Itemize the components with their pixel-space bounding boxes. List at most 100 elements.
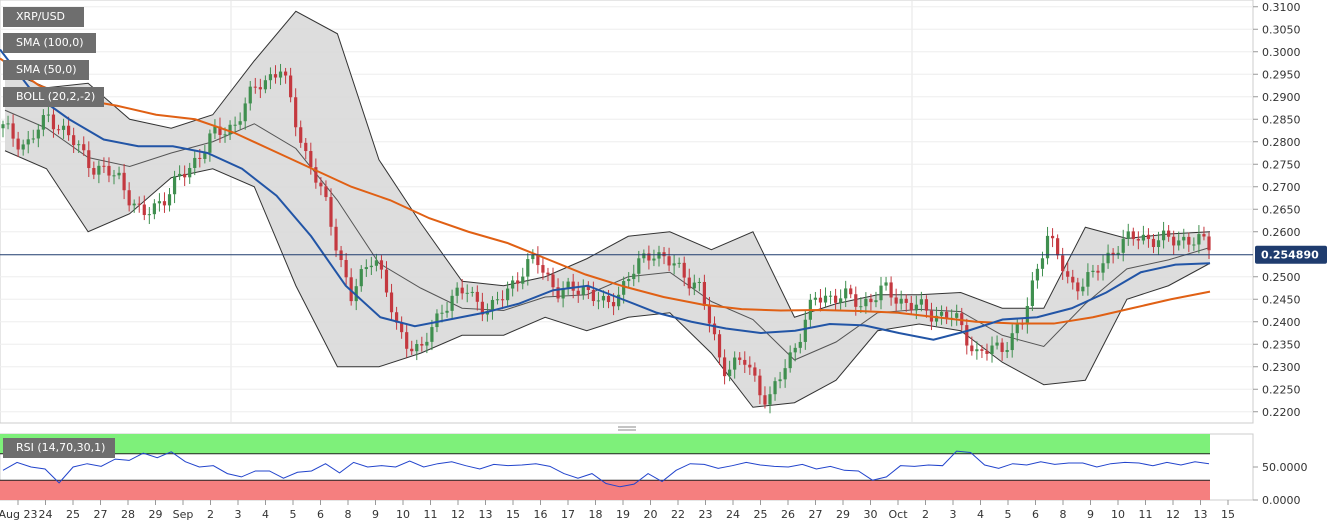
candle-body	[112, 175, 116, 177]
candle-body	[31, 138, 35, 140]
candle-body	[733, 357, 737, 370]
x-tick-label: 2	[922, 508, 929, 521]
candle-body	[1167, 230, 1171, 237]
candle-body	[823, 295, 828, 303]
candle-body	[97, 165, 101, 175]
candle-body	[394, 312, 399, 323]
candle-body	[778, 379, 782, 382]
candle-body	[1025, 305, 1029, 325]
candle-body	[324, 186, 328, 198]
candle-body	[596, 300, 601, 302]
y-tick-label: 0.2700	[1262, 181, 1301, 194]
candle-body	[500, 299, 505, 301]
candle-body	[223, 134, 227, 136]
x-tick-label: 28	[121, 508, 135, 521]
x-tick-label: 24	[726, 508, 740, 521]
candle-body	[314, 167, 318, 183]
candle-body	[1156, 240, 1161, 248]
x-tick-label: 6	[1032, 508, 1039, 521]
candle-body	[92, 168, 96, 175]
x-tick-label: 8	[345, 508, 352, 521]
x-tick-label: 30	[864, 508, 878, 521]
candle-body	[606, 295, 611, 303]
candle-body	[319, 182, 323, 187]
candle-body	[601, 295, 606, 301]
x-tick-label: 3	[950, 508, 957, 521]
candle-body	[541, 265, 545, 273]
x-tick-label: 20	[644, 508, 658, 521]
candle-body	[763, 395, 767, 405]
candle-body	[1045, 235, 1050, 259]
candle-body	[495, 299, 500, 301]
candle-body	[687, 277, 691, 289]
y-tick-label: 0.3050	[1262, 23, 1301, 36]
candle-body	[56, 129, 61, 131]
rsi-overbought-zone	[0, 434, 1210, 454]
candle-body	[1010, 333, 1014, 351]
candle-body	[405, 332, 409, 349]
candle-body	[899, 298, 903, 304]
candle-body	[773, 381, 777, 395]
candle-body	[566, 281, 570, 289]
candle-body	[611, 302, 616, 307]
candle-body	[1116, 252, 1120, 255]
x-tick-label: 9	[372, 508, 379, 521]
candle-body	[1086, 272, 1090, 287]
candle-body	[894, 297, 898, 304]
candle-body	[420, 343, 424, 346]
candle-body	[157, 201, 162, 204]
candle-body	[717, 334, 722, 358]
candle-body	[172, 176, 177, 195]
candle-body	[87, 150, 91, 169]
candle-body	[1101, 263, 1105, 273]
candle-body	[435, 313, 439, 328]
candle-body	[536, 254, 540, 266]
candle-body	[218, 126, 222, 135]
current-price-box	[1255, 245, 1327, 264]
candle-body	[364, 267, 368, 270]
candle-body	[167, 194, 172, 206]
candle-body	[309, 151, 313, 168]
candle-body	[490, 299, 495, 312]
x-tick-label: 6	[317, 508, 324, 521]
candle-body	[828, 295, 833, 297]
x-tick-label: 9	[1087, 508, 1094, 521]
candle-body	[1076, 282, 1080, 292]
candle-body	[465, 292, 469, 294]
y-tick-label: 0.2850	[1262, 113, 1301, 126]
candle-body	[571, 281, 575, 291]
candle-body	[1, 124, 5, 129]
x-tick-label: 4	[977, 508, 984, 521]
legend-bollinger: BOLL (20,2,-2)	[3, 87, 104, 107]
candle-body	[66, 125, 71, 136]
candle-body	[440, 312, 444, 314]
candle-body	[864, 298, 868, 307]
x-tick-label: 27	[94, 508, 108, 521]
candle-body	[137, 203, 141, 205]
y-tick-label: 0.2300	[1262, 361, 1301, 374]
x-tick-label: 15	[506, 508, 520, 521]
candle-body	[874, 300, 878, 303]
candle-body	[475, 291, 479, 302]
candle-body	[965, 325, 969, 346]
candle-body	[743, 359, 747, 365]
candle-body	[1066, 271, 1070, 277]
candle-body	[682, 262, 686, 278]
candle-body	[889, 282, 893, 298]
candle-body	[183, 173, 187, 178]
candle-body	[622, 281, 626, 295]
x-tick-label: 11	[1139, 508, 1153, 521]
candle-body	[697, 281, 701, 283]
candle-body	[410, 348, 414, 352]
candle-body	[1202, 234, 1206, 237]
candle-body	[955, 313, 959, 318]
x-tick-label: 12	[451, 508, 465, 521]
candle-body	[1050, 235, 1055, 239]
candle-body	[586, 286, 590, 290]
candle-body	[1000, 342, 1004, 352]
x-tick-label: 5	[1005, 508, 1012, 521]
x-tick-label: 13	[479, 508, 493, 521]
candle-body	[945, 311, 949, 319]
candle-body	[1207, 236, 1211, 251]
candle-body	[384, 269, 389, 293]
